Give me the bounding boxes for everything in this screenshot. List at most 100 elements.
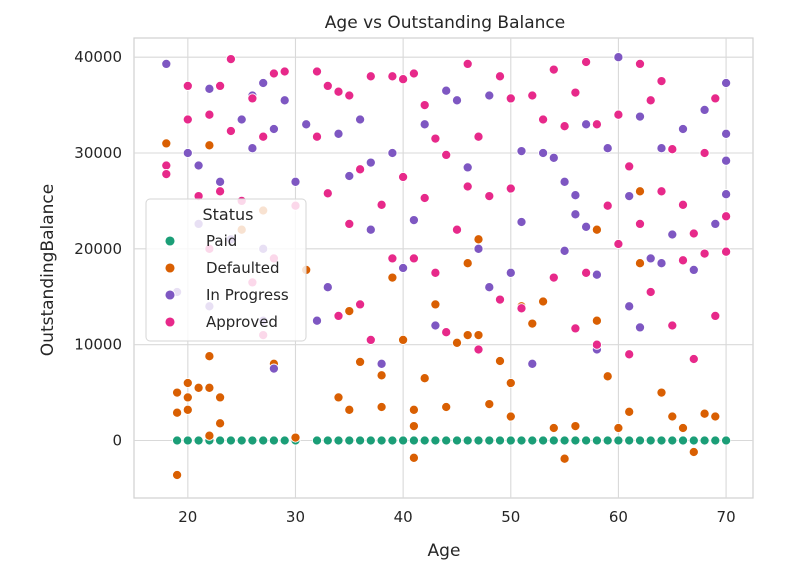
- point-in-progress: [193, 160, 204, 171]
- point-approved: [634, 218, 646, 229]
- point-in-progress: [721, 77, 732, 89]
- point-defaulted: [182, 404, 193, 415]
- x-tick-label: 30: [286, 508, 305, 526]
- point-in-progress: [408, 215, 419, 226]
- point-in-progress: [602, 143, 613, 154]
- point-defaulted: [430, 299, 441, 310]
- y-tick-label: 40000: [74, 48, 122, 66]
- point-approved: [688, 353, 699, 365]
- point-defaulted: [527, 318, 538, 329]
- point-approved: [311, 66, 323, 77]
- point-paid: [613, 435, 624, 446]
- y-tick-label: 0: [112, 432, 122, 450]
- point-defaulted: [462, 330, 473, 341]
- point-in-progress: [365, 157, 376, 168]
- point-defaulted: [688, 446, 699, 458]
- x-tick-label: 50: [501, 508, 520, 526]
- point-defaulted: [505, 377, 516, 389]
- point-defaulted: [161, 138, 172, 149]
- point-in-progress: [204, 83, 215, 94]
- point-approved: [473, 131, 484, 142]
- point-paid: [182, 435, 193, 446]
- point-approved: [613, 109, 624, 120]
- point-approved: [322, 80, 333, 91]
- point-in-progress: [634, 322, 646, 333]
- point-in-progress: [398, 262, 409, 274]
- point-paid: [268, 435, 279, 446]
- point-defaulted: [710, 411, 721, 422]
- point-paid: [548, 435, 559, 446]
- point-in-progress: [505, 267, 516, 278]
- point-in-progress: [161, 58, 172, 69]
- point-defaulted: [204, 382, 215, 393]
- point-in-progress: [236, 114, 247, 125]
- point-defaulted: [172, 469, 183, 481]
- point-in-progress: [419, 119, 430, 130]
- point-defaulted: [473, 234, 484, 245]
- point-defaulted: [505, 411, 516, 422]
- point-approved: [677, 199, 689, 210]
- point-defaulted: [344, 404, 355, 415]
- point-approved: [548, 64, 559, 75]
- point-approved: [516, 303, 527, 314]
- point-defaulted: [656, 387, 667, 398]
- point-in-progress: [322, 282, 333, 293]
- point-paid: [387, 435, 398, 446]
- point-in-progress: [311, 315, 323, 326]
- point-paid: [656, 435, 667, 446]
- point-approved: [645, 95, 656, 106]
- point-approved: [215, 186, 226, 197]
- point-paid: [311, 435, 323, 446]
- point-in-progress: [387, 147, 398, 159]
- point-paid: [462, 435, 473, 446]
- point-in-progress: [301, 119, 312, 130]
- data-points: [161, 52, 732, 481]
- point-in-progress: [516, 216, 527, 228]
- point-defaulted: [215, 418, 226, 429]
- point-defaulted: [204, 140, 215, 151]
- point-defaulted: [548, 422, 559, 434]
- point-defaulted: [494, 355, 506, 367]
- legend-label-approved: Approved: [206, 313, 278, 331]
- x-tick-label: 60: [609, 508, 628, 526]
- point-in-progress: [484, 282, 495, 293]
- point-paid: [645, 435, 656, 446]
- point-in-progress: [559, 176, 570, 187]
- point-paid: [333, 435, 344, 446]
- point-in-progress: [634, 111, 646, 122]
- point-defaulted: [204, 430, 215, 441]
- point-approved: [204, 109, 215, 120]
- point-defaulted: [408, 452, 419, 463]
- point-approved: [225, 125, 236, 137]
- point-in-progress: [527, 358, 538, 369]
- point-paid: [538, 435, 549, 446]
- point-in-progress: [721, 155, 732, 166]
- point-in-progress: [473, 243, 484, 254]
- point-in-progress: [344, 170, 355, 182]
- point-approved: [451, 224, 463, 235]
- point-in-progress: [365, 224, 376, 235]
- point-approved: [699, 147, 710, 159]
- point-paid: [365, 435, 376, 446]
- point-paid: [215, 435, 226, 446]
- point-approved: [613, 238, 624, 250]
- point-paid: [398, 435, 409, 446]
- point-in-progress: [484, 90, 495, 101]
- point-defaulted: [398, 334, 409, 345]
- point-approved: [570, 87, 581, 98]
- point-in-progress: [624, 301, 635, 312]
- point-paid: [279, 435, 290, 446]
- legend-marker-approved: [164, 316, 176, 328]
- y-axis-label: OutstandingBalance: [38, 184, 58, 356]
- point-in-progress: [258, 77, 269, 89]
- point-in-progress: [688, 264, 699, 275]
- point-in-progress: [441, 85, 452, 96]
- point-defaulted: [613, 422, 624, 434]
- x-axis-label: Age: [428, 541, 461, 561]
- point-approved: [355, 299, 366, 310]
- point-paid: [624, 435, 635, 446]
- point-approved: [602, 200, 613, 211]
- y-tick-label: 30000: [74, 144, 122, 162]
- point-in-progress: [570, 190, 581, 201]
